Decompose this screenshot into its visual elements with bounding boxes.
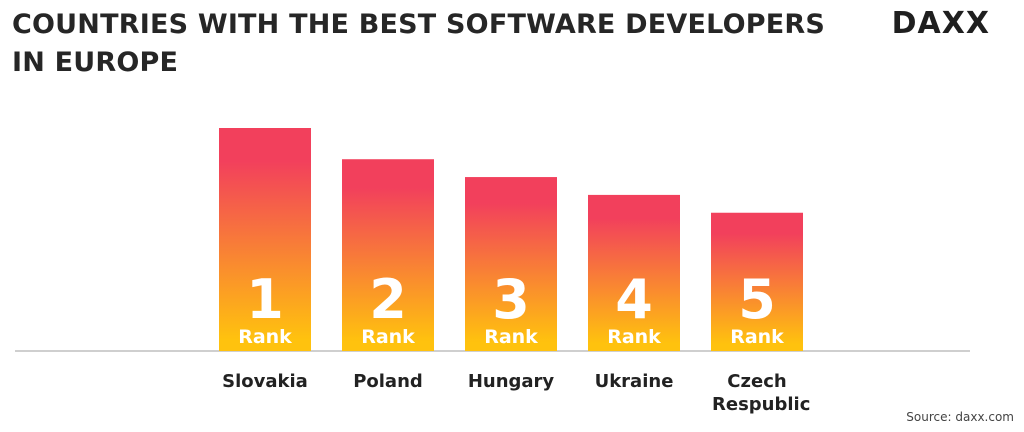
chart-title: COUNTRIES WITH THE BEST SOFTWARE DEVELOP…: [12, 9, 826, 78]
rank-label: Rank: [361, 326, 415, 348]
rank-number: 3: [492, 268, 530, 331]
bar: [711, 212, 803, 351]
x-tick-label: Hungary: [467, 371, 555, 392]
rank-number: 4: [615, 268, 653, 331]
x-tick-label: Czech Respublic: [712, 371, 811, 415]
rank-label: Rank: [238, 326, 292, 348]
x-tick-label: Ukraine: [594, 371, 674, 392]
x-tick-label: Poland: [353, 371, 423, 392]
rank-number: 2: [369, 268, 407, 331]
source: Source: daxx.com: [906, 410, 1014, 424]
rank-label: Rank: [484, 326, 538, 348]
x-tick-label: Slovakia: [222, 371, 308, 392]
rank-number: 1: [246, 268, 284, 331]
bar: [465, 177, 557, 351]
bar: [342, 159, 434, 351]
bar: [588, 194, 680, 351]
logo: DAXX: [891, 6, 990, 41]
rank-label: Rank: [730, 326, 784, 348]
rank-number: 5: [738, 268, 776, 331]
rank-label: Rank: [607, 326, 661, 348]
bar: [219, 128, 311, 351]
